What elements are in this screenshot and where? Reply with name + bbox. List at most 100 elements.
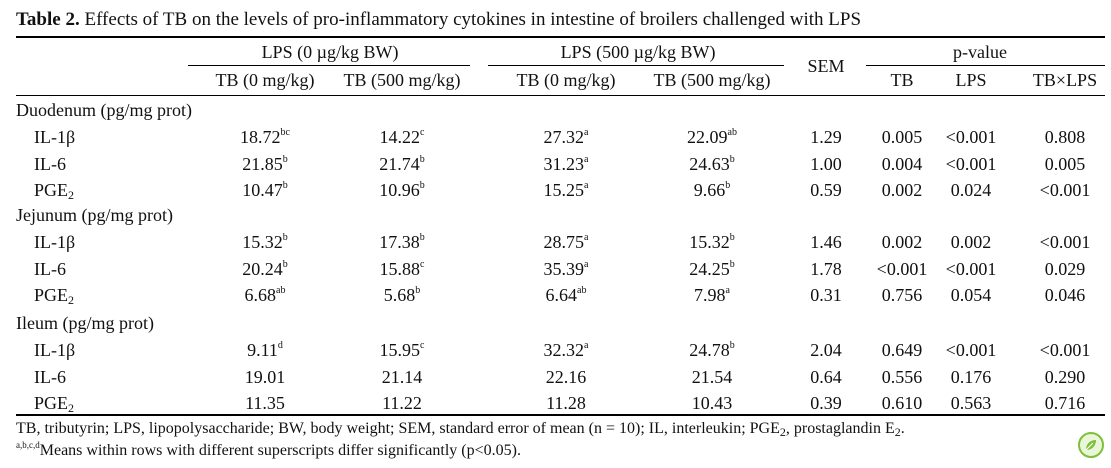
row-label: IL-1β	[34, 339, 76, 360]
value-cell: 17.38b	[379, 231, 425, 252]
value-cell: 10.96b	[379, 180, 425, 201]
pvalue-cell: 0.610	[881, 393, 923, 414]
pvalue-header: p-value	[953, 42, 1007, 62]
value-cell: 24.78b	[689, 339, 735, 360]
pvalue-cell: 0.756	[881, 285, 923, 306]
pvalue-cell: 0.004	[881, 153, 923, 174]
value-cell: 11.22	[382, 393, 422, 414]
pvalue-cell: 0.002	[881, 231, 923, 252]
sem-cell: 1.46	[810, 231, 842, 252]
pvalue-cell: 0.808	[1044, 126, 1086, 147]
row-label: PGE2	[34, 180, 75, 203]
sem-cell: 1.00	[810, 153, 842, 174]
value-cell: 15.25a	[543, 180, 589, 201]
value-cell: 31.23a	[543, 153, 589, 174]
pvalue-cell: 0.002	[881, 180, 923, 201]
pvalue-underline	[866, 65, 1105, 66]
group-header-lps0: LPS (0 µg/kg BW)	[261, 42, 399, 62]
section-title: Jejunum (pg/mg prot)	[16, 205, 173, 225]
row-label: IL-6	[34, 153, 66, 174]
pvalue-cell: 0.046	[1044, 285, 1086, 306]
sem-cell: 1.29	[810, 126, 842, 147]
pvalue-cell: 0.002	[950, 231, 992, 252]
value-cell: 11.35	[245, 393, 285, 414]
pcol-header-tb: TB	[890, 70, 914, 90]
leaf-icon	[1078, 432, 1104, 458]
sem-cell: 0.39	[810, 393, 842, 414]
sem-cell: 2.04	[810, 339, 842, 360]
bottom-rule	[16, 414, 1105, 416]
group1-underline	[188, 65, 470, 66]
pvalue-cell: <0.001	[945, 339, 997, 360]
value-cell: 32.32a	[543, 339, 589, 360]
pvalue-cell: <0.001	[945, 258, 997, 279]
pvalue-cell: 0.563	[950, 393, 992, 414]
col-header-4: TB (500 mg/kg)	[653, 70, 771, 90]
pvalue-cell: <0.001	[945, 126, 997, 147]
pvalue-cell: <0.001	[945, 153, 997, 174]
row-label: IL-1β	[34, 231, 76, 252]
pvalue-cell: 0.176	[950, 366, 992, 387]
value-cell: 9.11d	[247, 339, 283, 360]
pvalue-cell: <0.001	[1039, 180, 1091, 201]
section-title: Ileum (pg/mg prot)	[16, 313, 154, 333]
col-header-1: TB (0 mg/kg)	[215, 70, 315, 90]
row-label: IL-6	[34, 258, 66, 279]
col-header-2: TB (500 mg/kg)	[343, 70, 461, 90]
pvalue-cell: 0.005	[1044, 153, 1086, 174]
table-caption: Table 2. Effects of TB on the levels of …	[16, 9, 861, 31]
pvalue-cell: <0.001	[1039, 231, 1091, 252]
pvalue-cell: 0.556	[881, 366, 923, 387]
pvalue-cell: 0.005	[881, 126, 923, 147]
sem-cell: 1.78	[810, 258, 842, 279]
footnote-significance: a,b,c,dMeans within rows with different …	[16, 440, 521, 459]
value-cell: 10.47b	[242, 180, 288, 201]
value-cell: 20.24b	[242, 258, 288, 279]
pvalue-cell: <0.001	[876, 258, 928, 279]
pvalue-cell: 0.716	[1044, 393, 1086, 414]
value-cell: 9.66b	[693, 180, 731, 201]
table-label: Table 2.	[16, 9, 80, 30]
top-rule	[16, 36, 1105, 38]
sem-cell: 0.64	[810, 366, 842, 387]
value-cell: 21.14	[381, 366, 423, 387]
sem-cell: 0.31	[810, 285, 842, 306]
sem-cell: 0.59	[810, 180, 842, 201]
pvalue-cell: 0.054	[950, 285, 992, 306]
value-cell: 28.75a	[543, 231, 589, 252]
footnote-abbreviations: TB, tributyrin; LPS, lipopolysaccharide;…	[16, 420, 905, 439]
value-cell: 15.32b	[689, 231, 735, 252]
pcol-header-lps: LPS	[955, 70, 987, 90]
value-cell: 21.85b	[242, 153, 288, 174]
pvalue-cell: 0.649	[881, 339, 923, 360]
group2-underline	[488, 65, 784, 66]
value-cell: 19.01	[244, 366, 286, 387]
value-cell: 24.63b	[689, 153, 735, 174]
pcol-header-interaction: TB×LPS	[1032, 70, 1098, 90]
value-cell: 6.68ab	[244, 285, 286, 306]
pvalue-cell: <0.001	[1039, 339, 1091, 360]
value-cell: 10.43	[691, 393, 733, 414]
group-header-lps500: LPS (500 µg/kg BW)	[560, 42, 716, 62]
value-cell: 27.32a	[543, 126, 589, 147]
pvalue-cell: 0.029	[1044, 258, 1086, 279]
value-cell: 7.98a	[694, 285, 730, 306]
row-label: IL-1β	[34, 126, 76, 147]
value-cell: 15.88c	[379, 258, 425, 279]
value-cell: 21.74b	[379, 153, 425, 174]
row-label: IL-6	[34, 366, 66, 387]
row-label: PGE2	[34, 393, 75, 416]
value-cell: 6.64ab	[545, 285, 587, 306]
pvalue-cell: 0.024	[950, 180, 992, 201]
section-title: Duodenum (pg/mg prot)	[16, 100, 192, 120]
value-cell: 21.54	[691, 366, 733, 387]
value-cell: 24.25b	[689, 258, 735, 279]
value-cell: 22.09ab	[687, 126, 737, 147]
table-title: Effects of TB on the levels of pro-infla…	[79, 9, 862, 30]
value-cell: 22.16	[545, 366, 587, 387]
row-label: PGE2	[34, 285, 75, 308]
col-header-3: TB (0 mg/kg)	[516, 70, 616, 90]
pvalue-cell: 0.290	[1044, 366, 1086, 387]
value-cell: 5.68b	[383, 285, 421, 306]
value-cell: 15.32b	[242, 231, 288, 252]
